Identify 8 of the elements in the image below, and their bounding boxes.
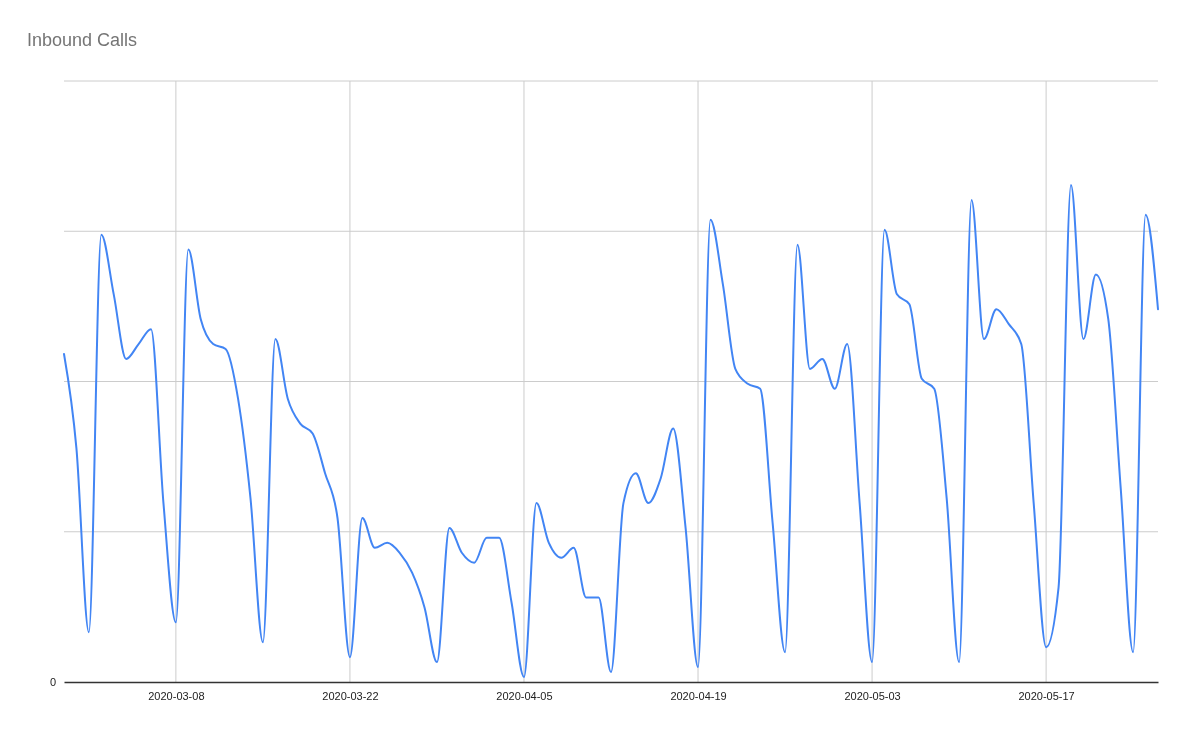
x-tick-label: 2020-05-03 bbox=[844, 689, 901, 702]
chart-title: Inbound Calls bbox=[27, 30, 138, 50]
x-tick-label: 2020-04-05 bbox=[496, 689, 553, 702]
text: 0 bbox=[49, 676, 56, 688]
x-tick-label: 2020-03-08 bbox=[148, 689, 205, 702]
x-tick-label: 2020-03-22 bbox=[322, 689, 379, 702]
x-tick-label: 2020-05-17 bbox=[1018, 689, 1075, 702]
x-tick-label: 2020-04-19 bbox=[670, 689, 727, 702]
